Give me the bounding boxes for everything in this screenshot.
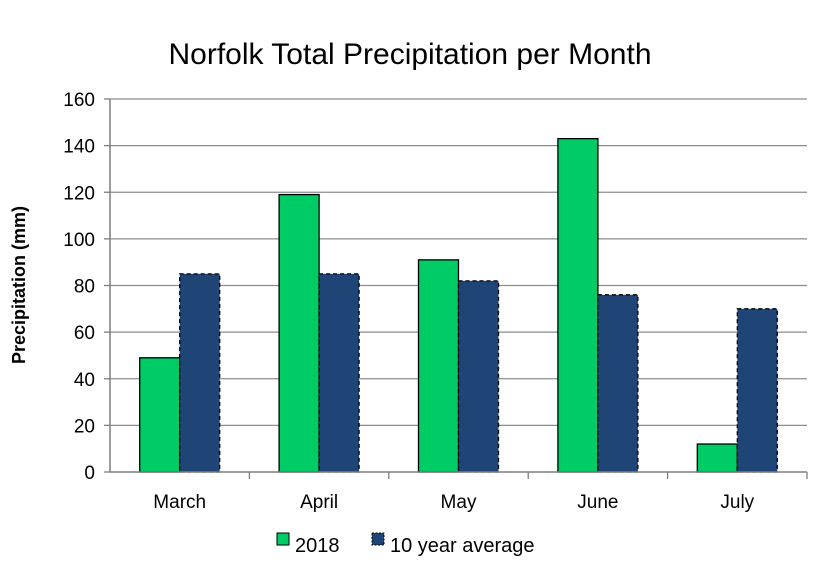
bar-series-10yr-average	[457, 280, 500, 473]
x-category-label: June	[577, 492, 618, 513]
bar-series-2018	[139, 357, 181, 473]
bar-series-2018	[417, 259, 460, 473]
y-tick-label: 140	[63, 137, 95, 158]
bar-series-10yr-average	[736, 308, 778, 473]
legend-label: 10 year average	[390, 535, 535, 557]
y-tick-label: 0	[84, 463, 95, 484]
y-tick-label: 120	[63, 183, 95, 204]
bar-series-2018	[278, 193, 320, 473]
y-axis-label: Precipitation (mm)	[9, 206, 29, 364]
x-category-label: March	[153, 492, 206, 513]
bar-series-2018	[696, 443, 738, 473]
bars	[139, 137, 778, 473]
bar-series-10yr-average	[179, 273, 221, 473]
y-tick-label: 100	[63, 230, 95, 251]
x-category-label: May	[441, 492, 477, 513]
legend-swatch	[371, 532, 385, 546]
legend-label: 2018	[295, 535, 340, 557]
x-category-label: April	[300, 492, 338, 513]
bar-series-10yr-average	[597, 294, 639, 473]
legend: 2018 10 year average	[276, 532, 535, 557]
x-category-label: July	[720, 492, 754, 513]
chart-title: Norfolk Total Precipitation per Month	[168, 38, 651, 71]
y-tick-label: 160	[63, 90, 95, 111]
y-tick-label: 40	[74, 370, 95, 391]
axes: 0 20 40 60 80 100 120 140 160 March April May June Ju…	[63, 90, 808, 513]
y-tick-label: 20	[74, 416, 95, 437]
bar-series-10yr-average	[318, 273, 360, 473]
bar-series-2018	[557, 137, 599, 473]
y-tick-label: 60	[74, 323, 95, 344]
legend-swatch	[276, 532, 290, 546]
y-tick-label: 80	[74, 277, 95, 298]
